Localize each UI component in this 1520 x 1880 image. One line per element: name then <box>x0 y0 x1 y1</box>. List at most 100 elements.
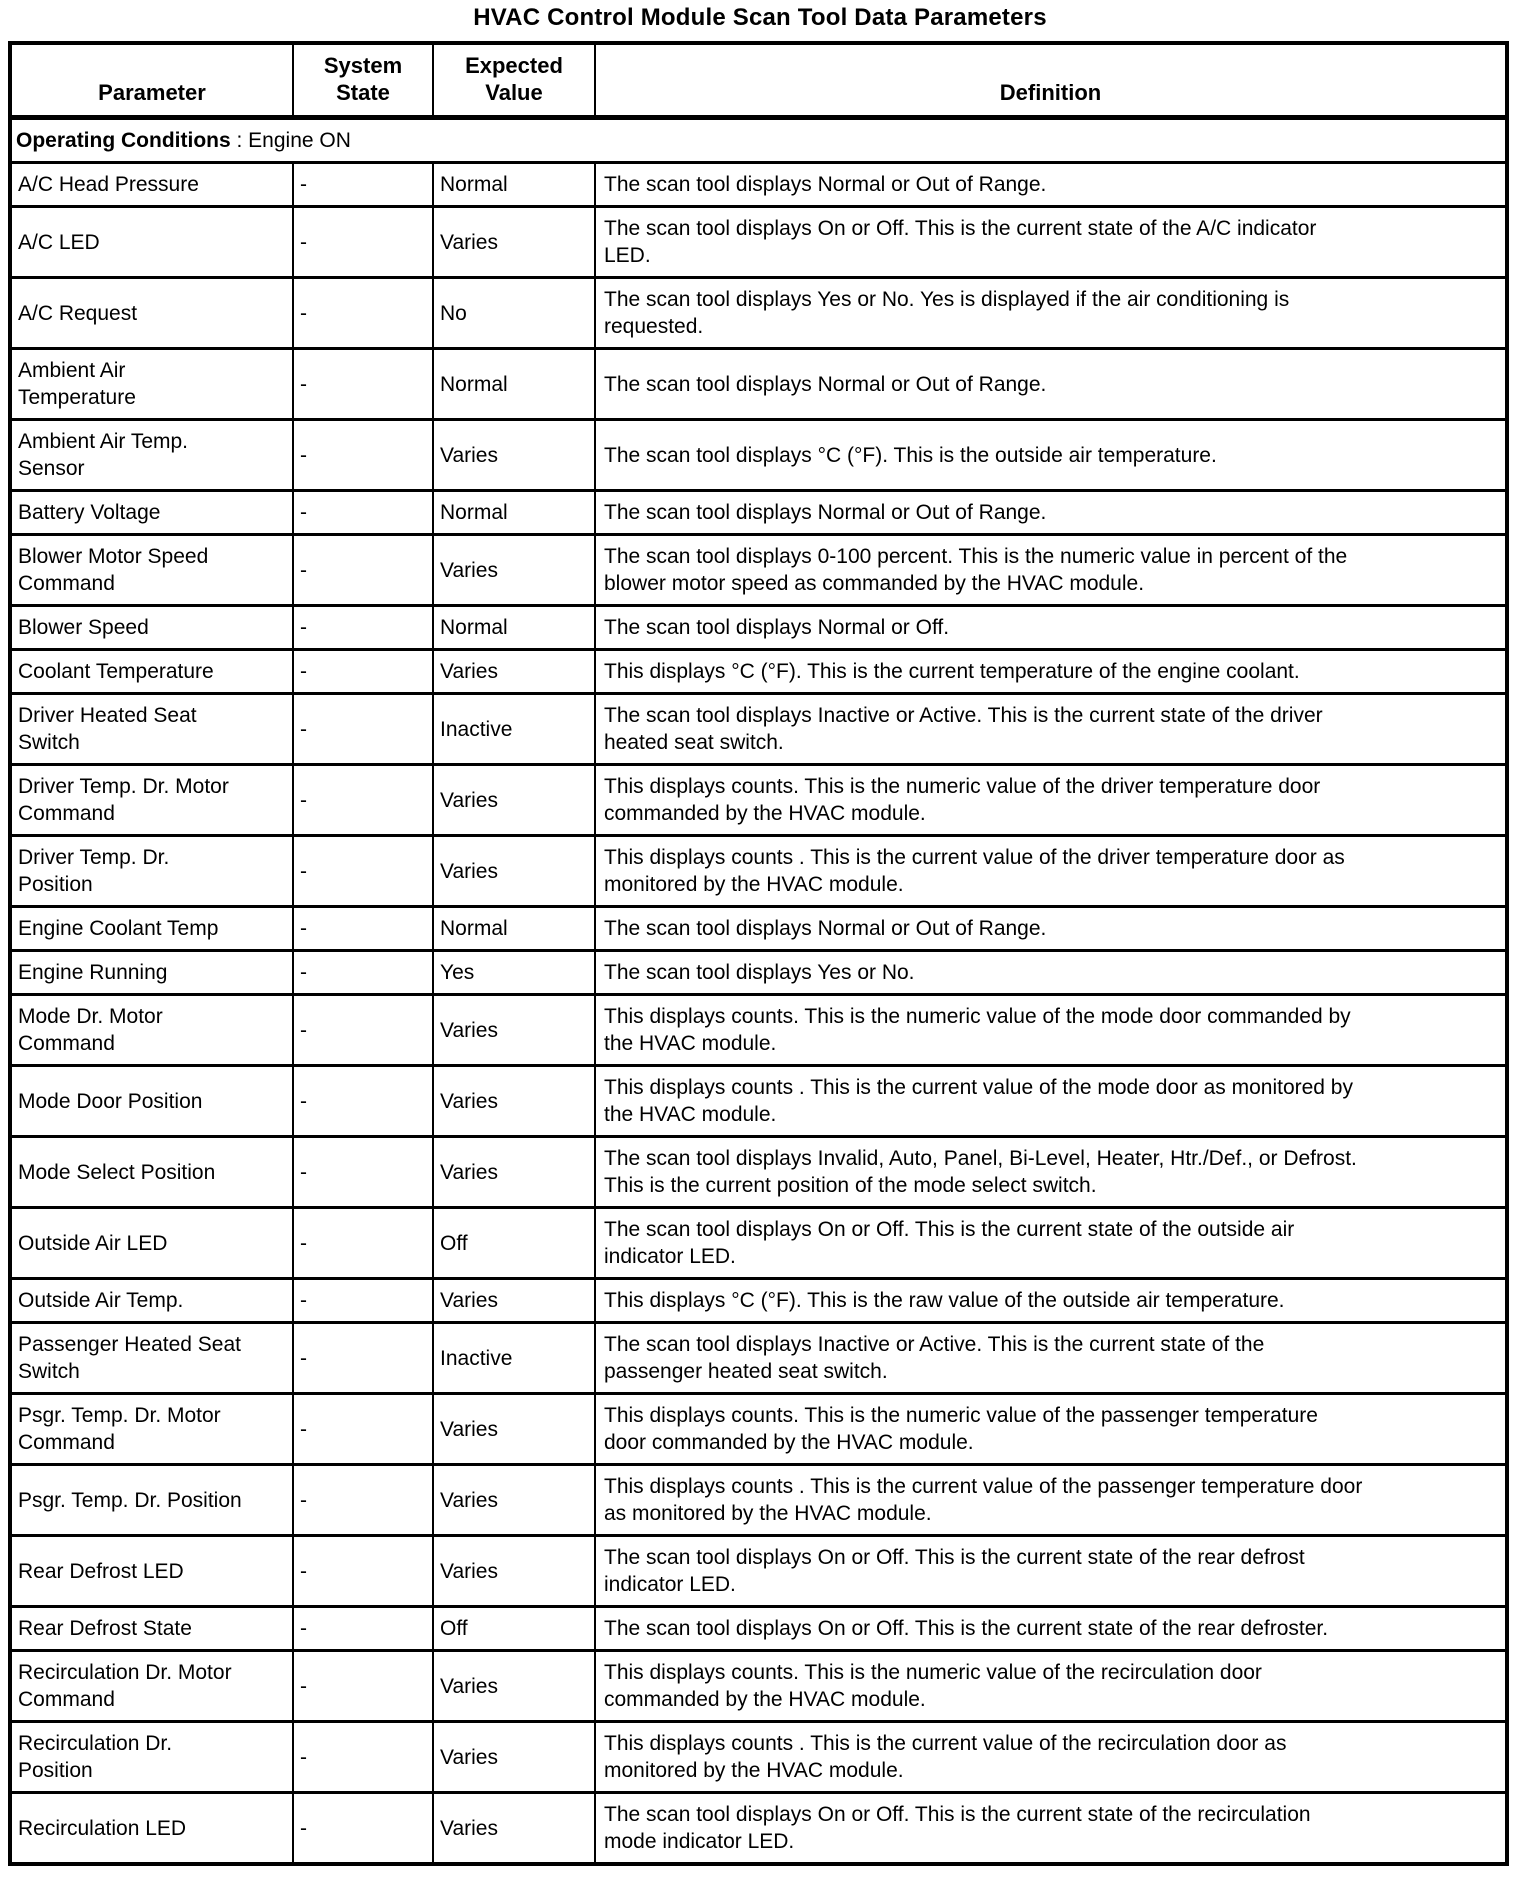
state-cell: - <box>292 418 434 492</box>
value-cell: Varies <box>432 993 596 1067</box>
state-cell: - <box>292 1463 434 1537</box>
table-row: Recirculation Dr. Position - Varies This di… <box>9 1720 1508 1794</box>
state-cell: - <box>292 993 434 1067</box>
col-header-definition: Definition <box>594 41 1508 120</box>
value-cell: Varies <box>432 834 596 908</box>
definition-cell: This displays counts. This is the numeri… <box>594 1392 1508 1466</box>
value-cell: Off <box>432 1206 596 1280</box>
definition-cell: This displays °C (°F). This is the raw v… <box>594 1277 1508 1324</box>
definition-cell: This displays counts. This is the numeri… <box>594 993 1508 1067</box>
value-cell: Varies <box>432 648 596 695</box>
state-cell: - <box>292 1392 434 1466</box>
value-cell: Varies <box>432 1791 596 1866</box>
definition-cell: This displays counts . This is the curre… <box>594 1720 1508 1794</box>
value-cell: Varies <box>432 418 596 492</box>
value-cell: Off <box>432 1605 596 1652</box>
definition-cell: The scan tool displays Normal or Out of … <box>594 347 1508 421</box>
state-cell: - <box>292 905 434 952</box>
param-cell: Recirculation LED <box>9 1791 294 1866</box>
definition-cell: This displays counts . This is the curre… <box>594 1064 1508 1138</box>
table-row: A/C Request - No The scan tool displays Yes… <box>9 276 1508 350</box>
state-cell: - <box>292 1206 434 1280</box>
value-cell: Varies <box>432 1135 596 1209</box>
definition-cell: The scan tool displays Normal or Out of … <box>594 905 1508 952</box>
value-cell: Varies <box>432 205 596 279</box>
param-cell: Mode Select Position <box>9 1135 294 1209</box>
value-cell: Varies <box>432 1534 596 1608</box>
definition-cell: The scan tool displays °C (°F). This is … <box>594 418 1508 492</box>
value-cell: No <box>432 276 596 350</box>
param-cell: Engine Coolant Temp <box>9 905 294 952</box>
table-row: Recirculation LED - Varies The scan tool di… <box>9 1791 1508 1866</box>
state-cell: - <box>292 489 434 536</box>
state-cell: - <box>292 1321 434 1395</box>
definition-cell: The scan tool displays On or Off. This i… <box>594 1605 1508 1652</box>
param-cell: Mode Door Position <box>9 1064 294 1138</box>
state-cell: - <box>292 648 434 695</box>
state-cell: - <box>292 1534 434 1608</box>
table-row: Outside Air LED - Off The scan tool display… <box>9 1206 1508 1280</box>
state-cell: - <box>292 1135 434 1209</box>
state-cell: - <box>292 692 434 766</box>
hvac-parameters-table: Parameter System State Expected Value De… <box>8 41 1509 1866</box>
definition-cell: The scan tool displays Normal or Off. <box>594 604 1508 651</box>
param-cell: Psgr. Temp. Dr. Motor Command <box>9 1392 294 1466</box>
definition-cell: The scan tool displays Invalid, Auto, Pa… <box>594 1135 1508 1209</box>
definition-cell: The scan tool displays On or Off. This i… <box>594 1791 1508 1866</box>
param-cell: Recirculation Dr. Motor Command <box>9 1649 294 1723</box>
table-row: Coolant Temperature - Varies This displays … <box>9 648 1508 695</box>
state-cell: - <box>292 1649 434 1723</box>
state-cell: - <box>292 1791 434 1866</box>
value-cell: Varies <box>432 1064 596 1138</box>
table-row: Ambient Air Temperature - Normal The scan t… <box>9 347 1508 421</box>
table-row: Passenger Heated Seat Switch - Inactive The… <box>9 1321 1508 1395</box>
state-cell: - <box>292 763 434 837</box>
param-cell: Driver Temp. Dr. Motor Command <box>9 763 294 837</box>
section-value: : Engine ON <box>230 129 351 152</box>
state-cell: - <box>292 1064 434 1138</box>
value-cell: Varies <box>432 533 596 607</box>
value-cell: Normal <box>432 161 596 208</box>
param-cell: Outside Air Temp. <box>9 1277 294 1324</box>
page-title: HVAC Control Module Scan Tool Data Param… <box>473 4 1047 31</box>
section-row-operating-conditions: Operating Conditions : Engine ON <box>9 116 1508 164</box>
param-cell: Rear Defrost LED <box>9 1534 294 1608</box>
param-cell: Ambient Air Temp. Sensor <box>9 418 294 492</box>
state-cell: - <box>292 1605 434 1652</box>
definition-cell: The scan tool displays Normal or Out of … <box>594 161 1508 208</box>
definition-cell: The scan tool displays Normal or Out of … <box>594 489 1508 536</box>
col-header-system-state: System State <box>292 41 434 120</box>
col-header-parameter: Parameter <box>9 41 294 120</box>
table-row: Psgr. Temp. Dr. Position - Varies This disp… <box>9 1463 1508 1537</box>
table-row: Psgr. Temp. Dr. Motor Command - Varies This… <box>9 1392 1508 1466</box>
table-row: Blower Speed - Normal The scan tool display… <box>9 604 1508 651</box>
state-cell: - <box>292 205 434 279</box>
state-cell: - <box>292 276 434 350</box>
value-cell: Varies <box>432 763 596 837</box>
table-row: Engine Coolant Temp - Normal The scan tool … <box>9 905 1508 952</box>
value-cell: Inactive <box>432 692 596 766</box>
state-cell: - <box>292 1277 434 1324</box>
definition-cell: The scan tool displays On or Off. This i… <box>594 1206 1508 1280</box>
state-cell: - <box>292 834 434 908</box>
table-row: Mode Door Position - Varies This displays c… <box>9 1064 1508 1138</box>
value-cell: Varies <box>432 1463 596 1537</box>
state-cell: - <box>292 949 434 996</box>
value-cell: Normal <box>432 905 596 952</box>
state-cell: - <box>292 533 434 607</box>
definition-cell: This displays counts. This is the numeri… <box>594 1649 1508 1723</box>
definition-cell: The scan tool displays On or Off. This i… <box>594 1534 1508 1608</box>
table-row: Mode Select Position - Varies The scan tool… <box>9 1135 1508 1209</box>
table-row: Rear Defrost State - Off The scan tool disp… <box>9 1605 1508 1652</box>
param-cell: Coolant Temperature <box>9 648 294 695</box>
param-cell: A/C Head Pressure <box>9 161 294 208</box>
table-row: Ambient Air Temp. Sensor - Varies The scan … <box>9 418 1508 492</box>
param-cell: Passenger Heated Seat Switch <box>9 1321 294 1395</box>
table-row: Driver Heated Seat Switch - Inactive The sc… <box>9 692 1508 766</box>
value-cell: Normal <box>432 347 596 421</box>
definition-cell: This displays counts . This is the curre… <box>594 834 1508 908</box>
table-row: A/C LED - Varies The scan tool displays On … <box>9 205 1508 279</box>
state-cell: - <box>292 347 434 421</box>
param-cell: Blower Motor Speed Command <box>9 533 294 607</box>
